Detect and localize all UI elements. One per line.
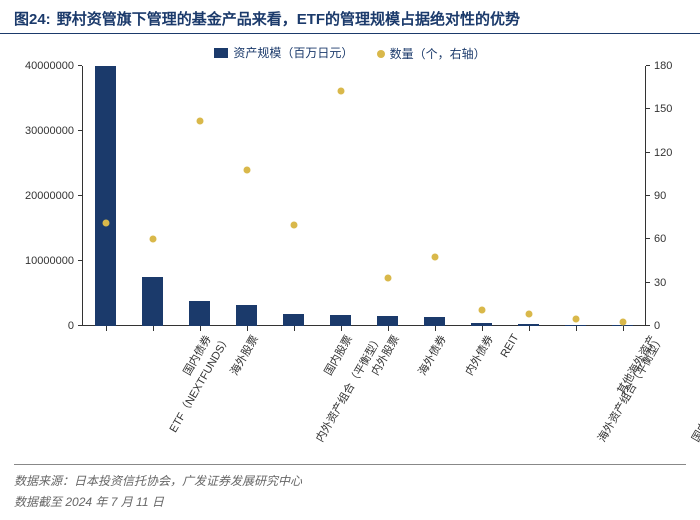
x-tick-mark [529,326,530,331]
legend-item-dots: 数量（个，右轴） [377,45,486,62]
bar [95,66,116,326]
scatter-dot [102,220,109,227]
scatter-dot [572,315,579,322]
legend: 资产规模（百万日元） 数量（个，右轴） [0,34,700,66]
bar [518,324,539,326]
x-tick-mark [482,326,483,331]
x-axis-label: 内外债券 [461,332,497,378]
scatter-dot [196,117,203,124]
source-row: 数据来源：日本投资信托协会，广发证券发展研究中心 [14,471,686,493]
legend-bar-swatch [214,48,228,58]
x-axis-label: REIT [498,332,521,360]
figure-container: 图24: 野村资管旗下管理的基金产品来看，ETF的管理规模占据绝对性的优势 资产… [0,0,700,520]
y-left-tick-mark [78,325,82,326]
chart-area: 010000000200000003000000040000000 030609… [14,66,686,326]
date-label: 数据截至 [14,495,65,509]
scatter-dot [478,307,485,314]
y-left-tick-mark [78,65,82,66]
y-right-tick: 30 [654,277,686,289]
x-tick-mark [435,326,436,331]
y-right-tick: 180 [654,60,686,72]
y-left-tick: 30000000 [14,125,74,137]
bar [330,315,351,326]
y-left-tick-mark [78,130,82,131]
footer-divider [14,464,686,465]
title-prefix: 图24: [14,8,51,29]
legend-bar-label: 资产规模（百万日元） [233,44,353,61]
y-axis-left: 010000000200000003000000040000000 [14,66,78,326]
scatter-dot [149,236,156,243]
y-left-tick: 20000000 [14,190,74,202]
x-tick-mark [576,326,577,331]
legend-item-bars: 资产规模（百万日元） [214,44,353,61]
y-right-tick: 0 [654,320,686,332]
bar [236,305,257,326]
source-text: 日本投资信托协会，广发证券发展研究中心 [74,474,302,488]
y-axis-right: 0306090120150180 [650,66,686,326]
x-tick-mark [623,326,624,331]
bar [471,323,492,326]
y-right-tick: 150 [654,103,686,115]
bar [189,301,210,326]
x-tick-mark [153,326,154,331]
x-axis-labels: ETF（NEXTFUNDS）国内债券海外股票内外资产组合（平衡型）国内股票内外股… [14,332,686,452]
legend-dot-label: 数量（个，右轴） [390,45,486,62]
x-tick-mark [388,326,389,331]
legend-dot-swatch [377,50,385,58]
y-right-tick: 90 [654,190,686,202]
scatter-dot [243,167,250,174]
source-label: 数据来源： [14,474,74,488]
title-text: 野村资管旗下管理的基金产品来看，ETF的管理规模占据绝对性的优势 [57,8,520,29]
scatter-dot [337,87,344,94]
date-text: 2024 年 7 月 11 日 [65,495,164,509]
y-right-tick: 60 [654,233,686,245]
x-tick-mark [247,326,248,331]
bar [424,317,445,326]
y-left-tick-mark [78,260,82,261]
y-axis-right-line [645,66,646,326]
y-left-tick: 10000000 [14,255,74,267]
x-tick-mark [106,326,107,331]
scatter-dot [431,253,438,260]
y-left-tick-mark [78,195,82,196]
bar [565,325,586,326]
scatter-dot [525,311,532,318]
date-row: 数据截至 2024 年 7 月 11 日 [14,492,686,514]
bar [377,316,398,326]
plot-area [82,66,646,326]
footer: 数据来源：日本投资信托协会，广发证券发展研究中心 数据截至 2024 年 7 月… [14,464,686,514]
x-axis-label: 海外债券 [414,332,450,378]
y-axis-left-line [82,66,83,326]
x-axis-label: 国内资产组合（平衡型） [687,332,700,445]
x-tick-mark [341,326,342,331]
y-left-tick: 0 [14,320,74,332]
bar [142,277,163,326]
x-tick-mark [200,326,201,331]
x-tick-mark [294,326,295,331]
bar [283,314,304,326]
y-left-tick: 40000000 [14,60,74,72]
title-row: 图24: 野村资管旗下管理的基金产品来看，ETF的管理规模占据绝对性的优势 [0,0,700,34]
scatter-dot [384,275,391,282]
scatter-dot [290,221,297,228]
y-right-tick: 120 [654,147,686,159]
x-axis-line [82,325,646,326]
scatter-dot [619,318,626,325]
